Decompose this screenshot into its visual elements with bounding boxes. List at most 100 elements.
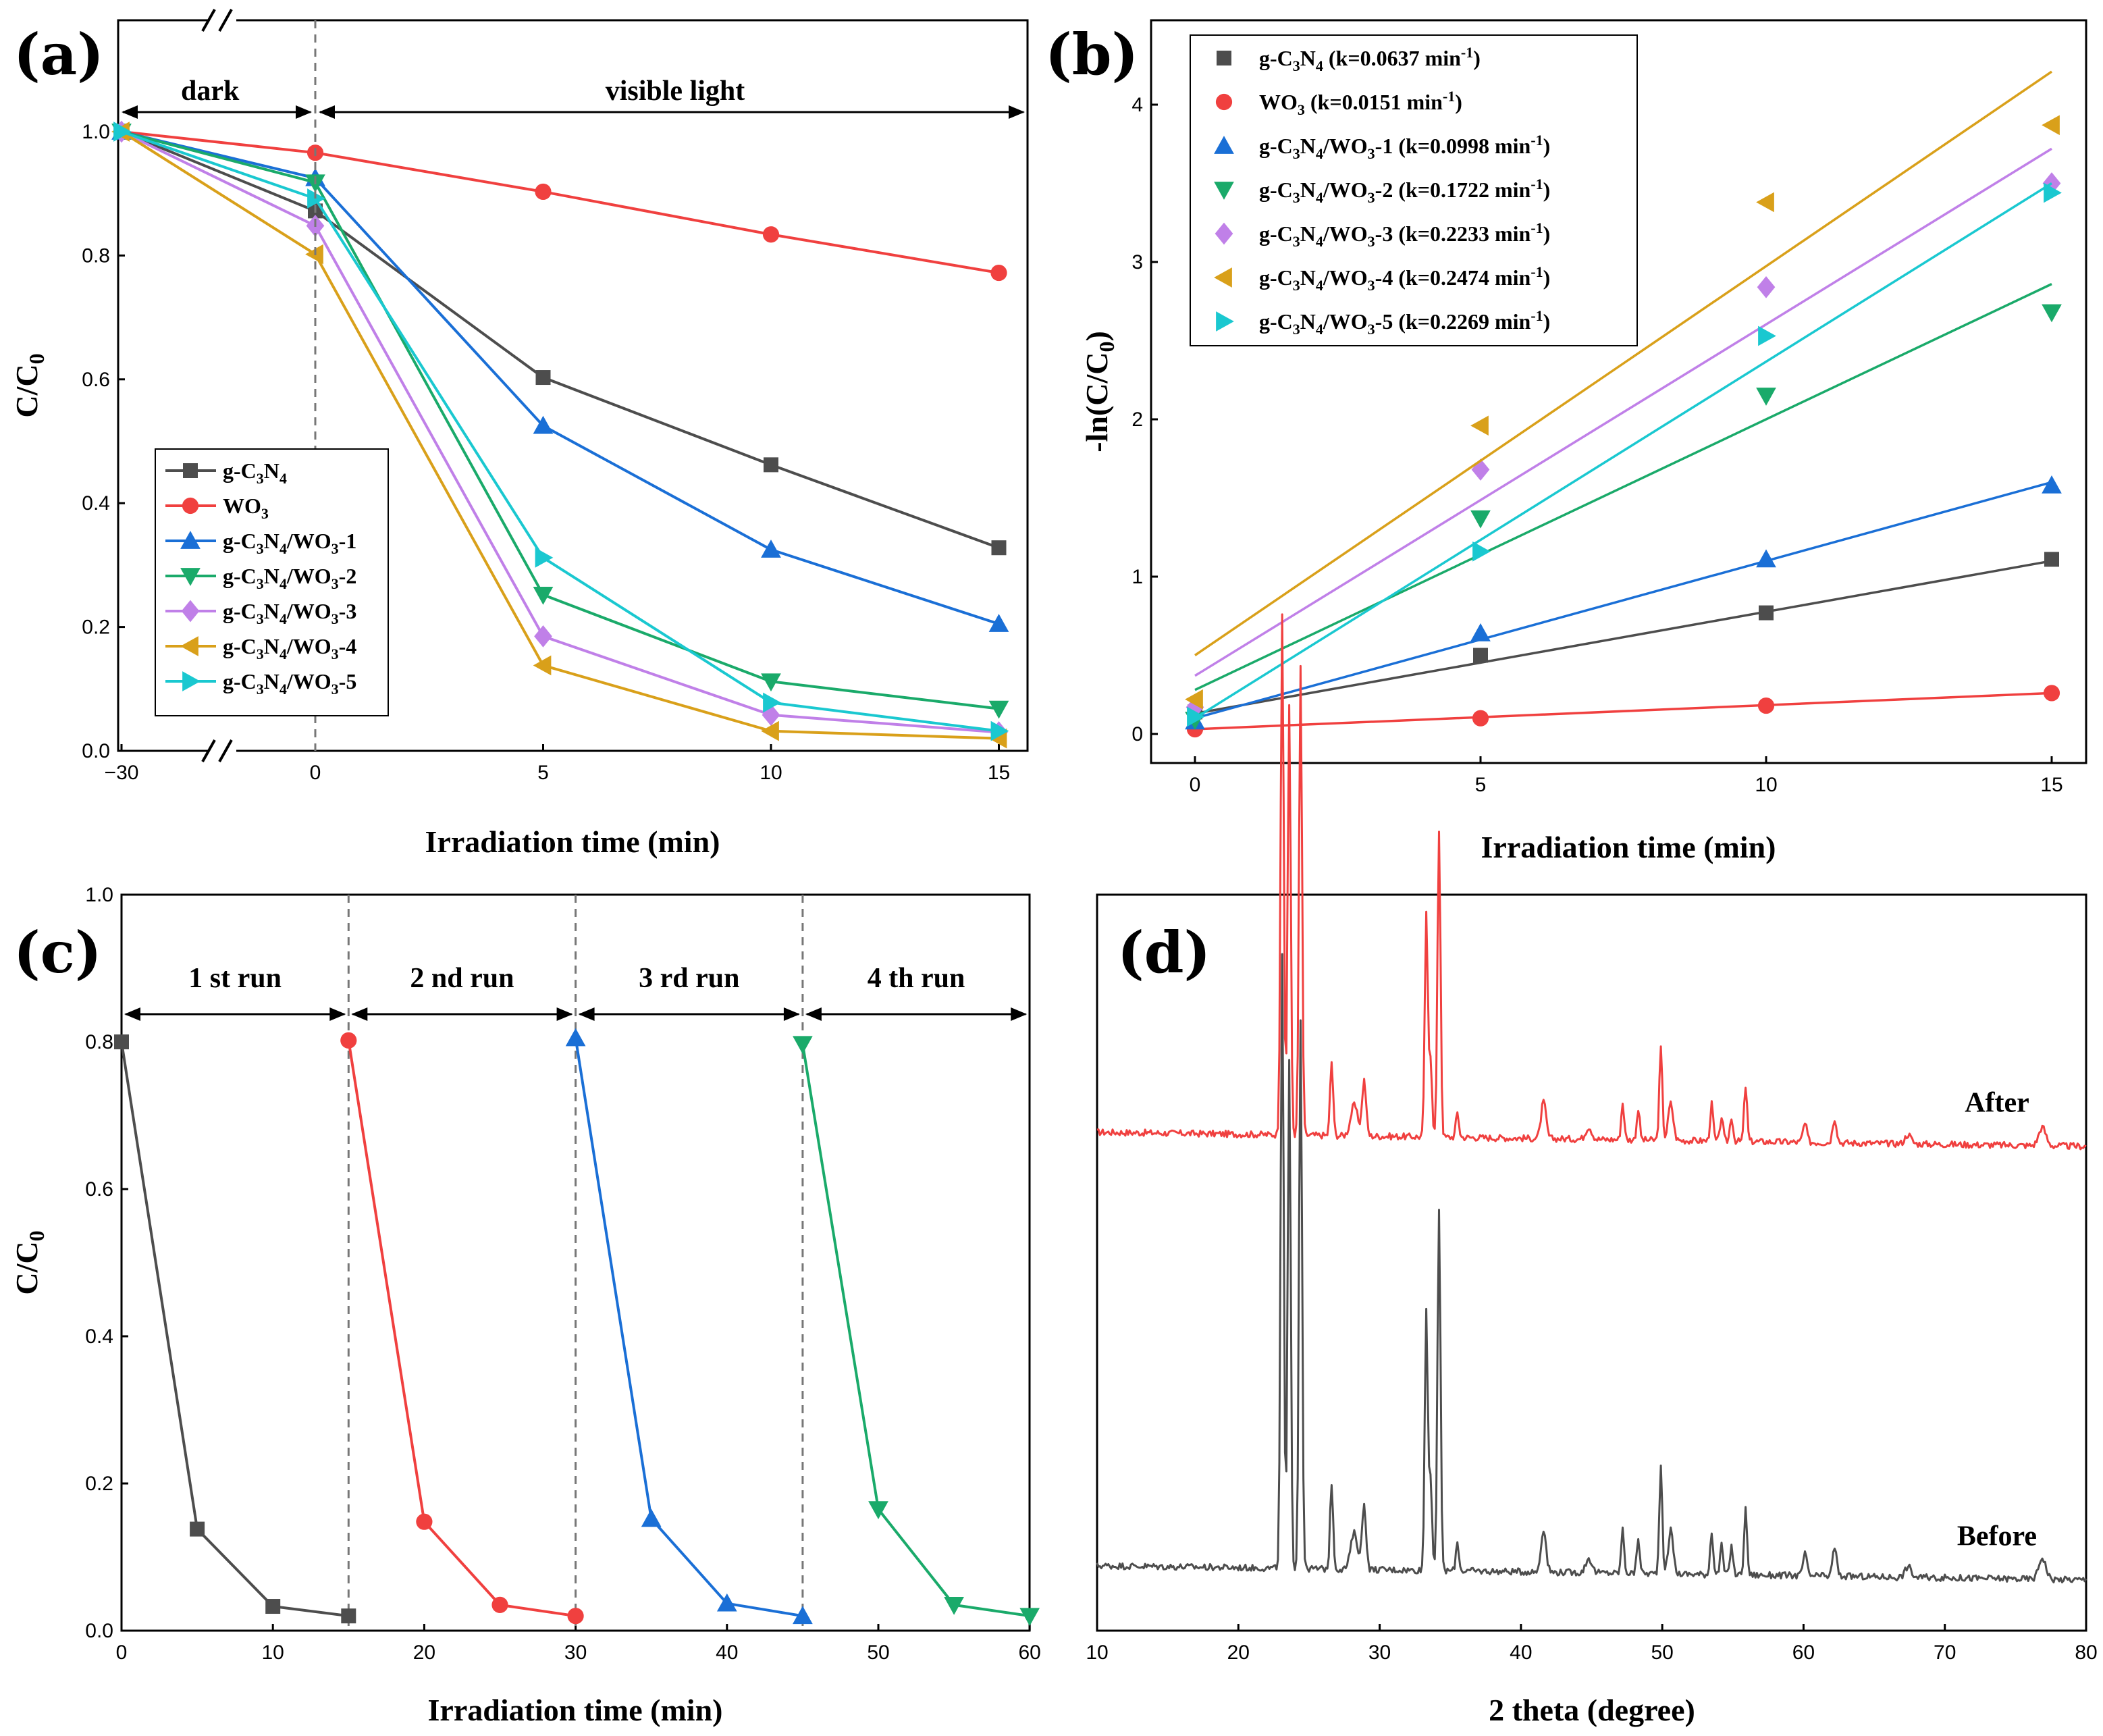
panel-a-legend-item: g-C3​N4​/WO3​-2	[165, 564, 356, 592]
panel-c-xtick-label: 20	[413, 1641, 435, 1664]
legend-label: WO3​ (k=0.0151 min-1​)	[1259, 88, 1462, 118]
xrd-pattern-label: Before	[1957, 1521, 2037, 1552]
panel-a-legend-item: g-C3​N4​/WO3​-4	[165, 634, 356, 662]
data-point	[2042, 304, 2062, 323]
run-arrow	[805, 1007, 1028, 1021]
panel-c-ticks: 0.0 0.2 0.4 0.6 0.8 1.0 0 10 20 30 40 50 60	[85, 884, 1041, 1664]
panel-b-ytick-label: 0	[1132, 723, 1143, 745]
panel-b-legend: g-C3​N4​ (k=0.0637 min-1​) WO3​ (k=0.0151…	[1214, 44, 1550, 338]
panel-c-ytick-label: 0.6	[85, 1178, 113, 1201]
legend-label: g-C3​N4​/WO3​-3	[223, 599, 356, 627]
panel-d-series-after: After	[1096, 613, 2087, 1151]
data-point	[1757, 275, 1776, 298]
run-label: 3 rd run	[639, 963, 739, 994]
panel-d-ticks: 10 20 30 40 50 60 70 80	[1086, 1624, 2098, 1664]
series-line	[574, 1038, 803, 1618]
panel-a-xtick-label: 0	[310, 762, 321, 784]
data-point	[534, 625, 552, 648]
legend-marker	[181, 600, 200, 623]
data-point	[761, 673, 781, 692]
xrd-pattern-label: After	[1965, 1088, 2029, 1119]
panel-b-legend-item: WO3​ (k=0.0151 min-1​)	[1215, 88, 1462, 118]
panel-d-xtick-label: 40	[1510, 1641, 1532, 1664]
panel-c-ytick-label: 0.8	[85, 1031, 113, 1053]
axis-break-bottom	[201, 739, 236, 762]
axis-break-top	[201, 9, 236, 32]
panel-c-xtick-label: 50	[867, 1641, 889, 1664]
panel-c-ytick-label: 0.0	[85, 1620, 113, 1642]
panel-c-ytick-label: 1.0	[85, 884, 113, 906]
panel-b-xlabel: Irradiation time (min)	[1481, 830, 1776, 864]
legend-label: g-C3​N4​/WO3​-4	[223, 634, 356, 662]
data-point	[491, 1596, 508, 1613]
panel-a-legend: g-C3​N4​ WO3​ g-C3​N4​/WO3​-1 g-C3​N4​/WO3​…	[165, 458, 356, 698]
data-point	[990, 264, 1007, 282]
legend-marker	[183, 463, 198, 478]
panel-d-xtick-label: 10	[1086, 1641, 1108, 1664]
panel-b-xtick-label: 10	[1755, 774, 1777, 796]
panel-c-ylabel: C/C0	[9, 1230, 49, 1294]
panel-d-xtick-label: 70	[1934, 1641, 1956, 1664]
panel-a-xtick-label: −30	[105, 762, 139, 784]
panel-b-xtick-label: 15	[2040, 774, 2062, 796]
panel-c-xtick-label: 30	[564, 1641, 587, 1664]
data-point	[761, 540, 781, 558]
data-point	[2042, 115, 2060, 136]
legend-label: g-C3​N4​/WO3​-2	[223, 564, 356, 592]
panel-b-legend-item: g-C3​N4​/WO3​-4 (k=0.2474 min-1​)	[1214, 263, 1550, 294]
panel-b-legend-item: g-C3​N4​/WO3​-3 (k=0.2233 min-1​)	[1215, 219, 1550, 250]
legend-marker	[1214, 136, 1234, 154]
legend-marker	[1214, 267, 1232, 288]
legend-label: g-C3​N4​/WO3​-1 (k=0.0998 min-1​)	[1259, 132, 1550, 162]
data-point	[190, 1521, 205, 1537]
data-point	[1759, 605, 1774, 621]
panel-a-legend-item: g-C3​N4​/WO3​-1	[165, 529, 356, 557]
visible-light-arrow: visible light	[319, 76, 1025, 119]
data-point	[990, 720, 1009, 741]
panel-b-legend-item: g-C3​N4​/WO3​-2 (k=0.1722 min-1​)	[1214, 176, 1550, 206]
run-arrow	[124, 1007, 346, 1021]
panel-c-xtick-label: 10	[262, 1641, 284, 1664]
panel-b-frame	[1150, 19, 2087, 764]
legend-label: g-C3​N4​/WO3​-4 (k=0.2474 min-1​)	[1259, 263, 1550, 294]
data-point	[1185, 689, 1203, 710]
panel-a-xlabel: Irradiation time (min)	[425, 824, 720, 859]
panel-b-series-g-c3n4-wo3-4	[1185, 70, 2060, 710]
legend-marker	[1217, 51, 1231, 65]
legend-marker	[182, 671, 201, 691]
data-point	[1472, 541, 1491, 562]
data-point	[641, 1508, 662, 1527]
data-point	[1756, 549, 1776, 568]
data-point	[793, 1036, 813, 1055]
panel-b: (b) 0 1 2 3 4 0 5 10 15 g-C3​N4​ (k=0.0637 min-1…	[1045, 19, 2087, 864]
data-point	[761, 720, 779, 741]
legend-marker	[1215, 222, 1233, 245]
panel-b-label: (b)	[1045, 21, 1138, 88]
legend-marker	[1215, 93, 1233, 111]
panel-b-legend-box	[1190, 34, 1638, 346]
data-point	[2044, 552, 2059, 567]
dark-period-arrow: dark	[122, 76, 312, 119]
panel-a-ytick-label: 0.2	[82, 616, 110, 639]
panel-d-xtick-label: 80	[2075, 1641, 2097, 1664]
data-point	[2042, 475, 2062, 494]
data-point	[868, 1501, 888, 1519]
series-line	[121, 130, 999, 275]
fit-line	[1194, 70, 2052, 656]
panel-d-xtick-label: 50	[1651, 1641, 1673, 1664]
data-point	[1758, 325, 1776, 346]
panel-b-series	[1185, 70, 2062, 738]
run-arrow	[578, 1007, 800, 1021]
panel-a-frame	[117, 19, 1029, 752]
run-arrow	[351, 1007, 573, 1021]
panel-c-run-1	[114, 1034, 356, 1624]
data-point	[533, 587, 554, 605]
panel-a-series-g-c3n4-wo3-5	[113, 122, 1009, 741]
panel-d-label: (d)	[1117, 919, 1210, 986]
data-point	[565, 1028, 586, 1047]
panel-b-series-g-c3n4-wo3-5	[1187, 182, 2062, 727]
xrd-pattern-line	[1096, 613, 2087, 1151]
panel-c-runs: 1 st run 2 nd run 3 rd run 4 th run	[114, 895, 1040, 1631]
data-point	[307, 188, 325, 209]
